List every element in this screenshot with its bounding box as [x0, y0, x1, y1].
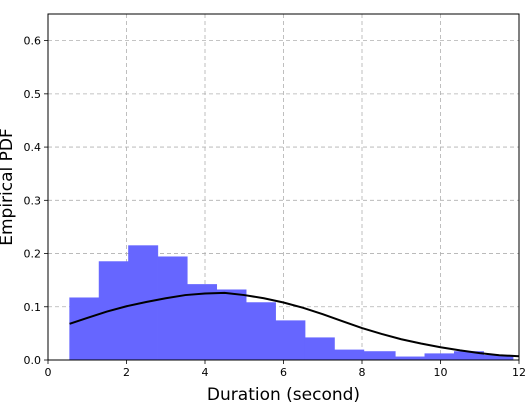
y-tick-label: 0.5	[24, 88, 42, 101]
histogram-bar	[275, 320, 306, 361]
x-tick-label: 4	[202, 366, 209, 379]
x-axis-label: Duration (second)	[207, 385, 360, 405]
y-tick-label: 0.1	[24, 301, 42, 314]
histogram-bars	[69, 245, 514, 361]
histogram-bar	[98, 261, 129, 361]
x-tick-label: 12	[512, 366, 526, 379]
histogram-bar	[245, 302, 276, 361]
y-tick-label: 0.6	[24, 35, 42, 48]
x-tick-label: 0	[45, 366, 52, 379]
histogram-bar	[424, 353, 455, 361]
histogram-bar	[157, 256, 188, 361]
histogram-bar	[216, 289, 247, 361]
y-tick-label: 0.3	[24, 194, 42, 207]
histogram-bar	[69, 297, 100, 361]
histogram-bar	[334, 349, 365, 361]
y-tick-label: 0.2	[24, 248, 42, 261]
pdf-curve	[69, 291, 520, 358]
x-tick-label: 8	[359, 366, 366, 379]
y-tick-label: 0.0	[24, 354, 42, 367]
axis-ticks: 0 2 4 6 8 10 12 0.0 0.1 0.2 0.3 0.4 0.5 0.6	[24, 35, 527, 379]
x-tick-label: 10	[434, 366, 448, 379]
y-tick-label: 0.4	[24, 141, 42, 154]
histogram-bar	[363, 351, 396, 361]
histogram-bar	[187, 284, 218, 361]
y-axis-label: Empirical PDF	[0, 128, 17, 246]
x-tick-label: 2	[123, 366, 130, 379]
x-tick-label: 6	[280, 366, 287, 379]
histogram-bar	[304, 337, 335, 361]
